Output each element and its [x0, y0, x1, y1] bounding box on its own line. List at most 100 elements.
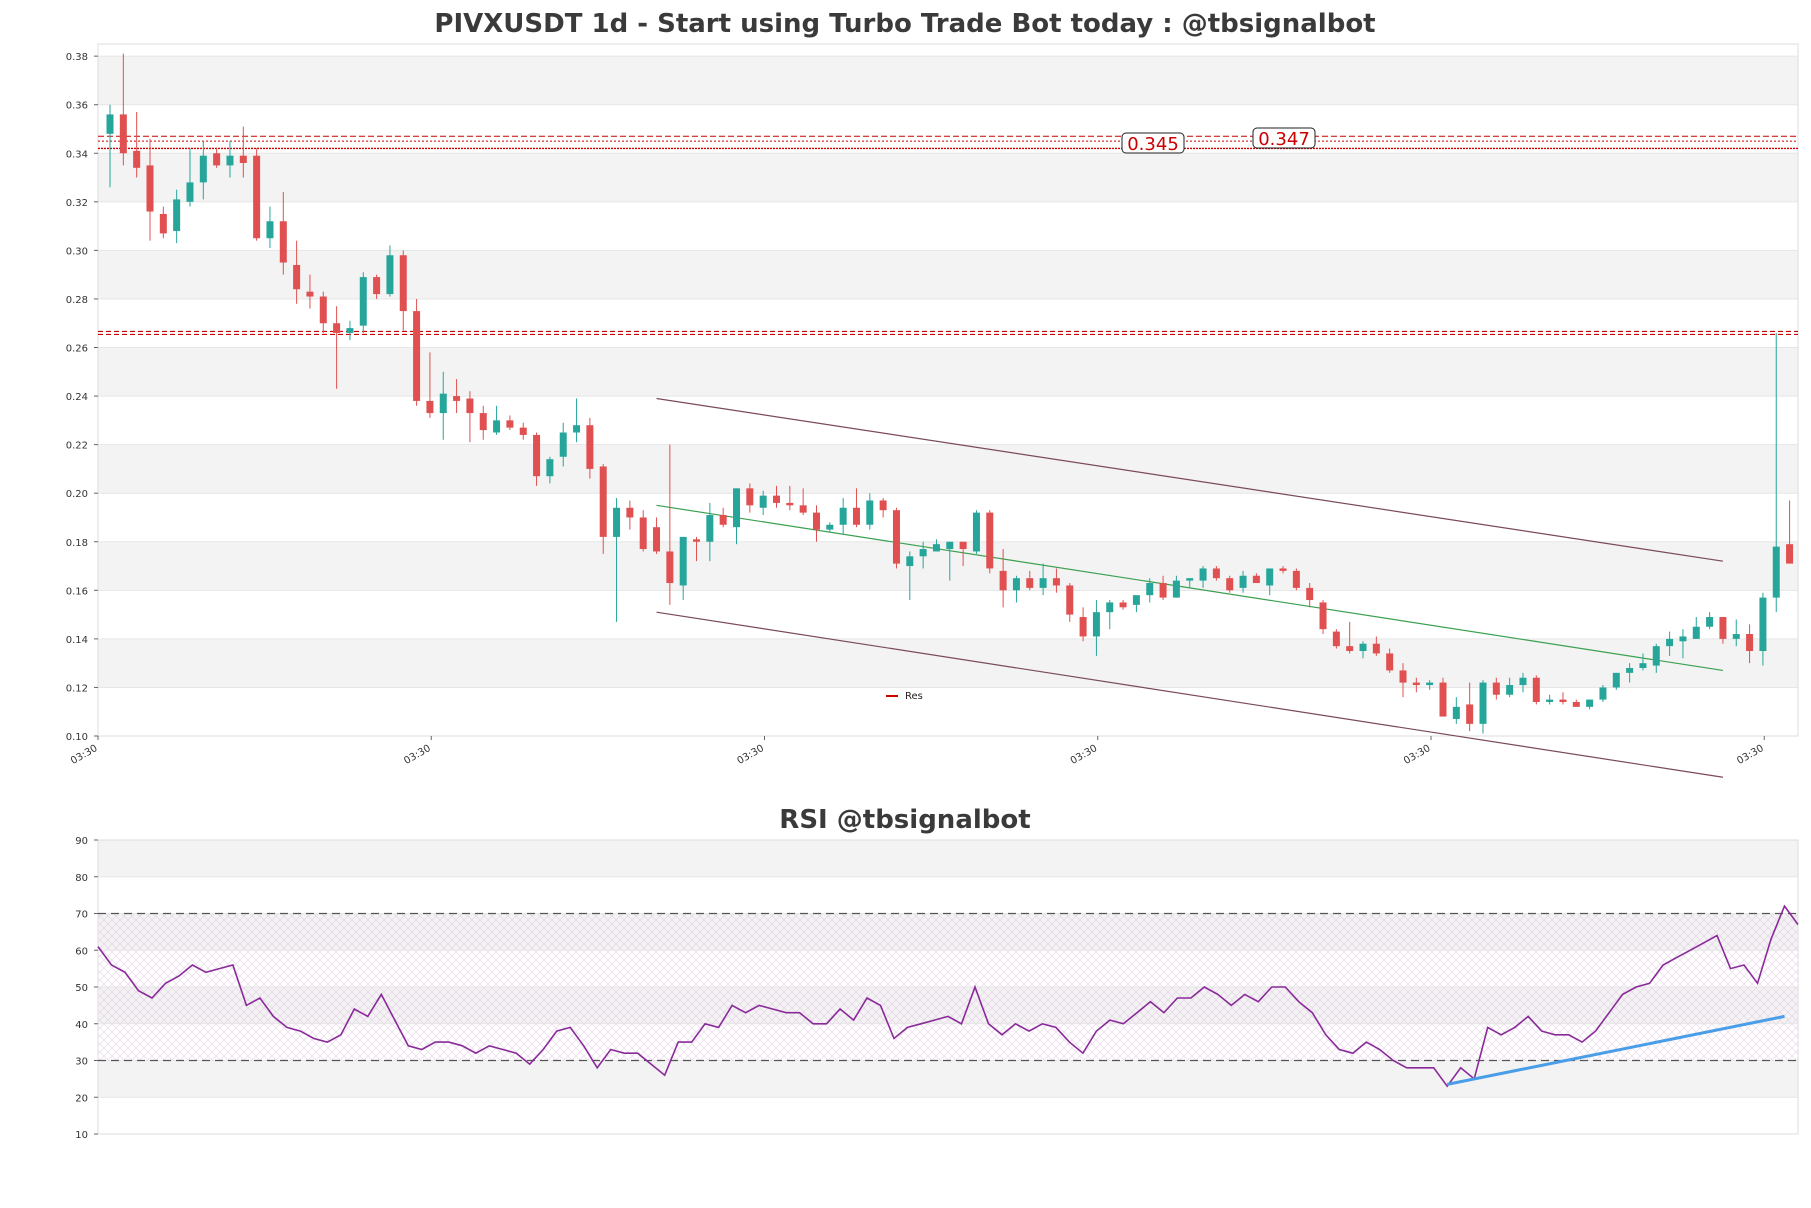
- main-y-tick-label: 0.38: [66, 52, 88, 63]
- candle-body: [333, 323, 341, 333]
- main-y-tick-label: 0.28: [66, 295, 88, 306]
- main-y-tick-label: 0.34: [66, 149, 88, 160]
- candle-body: [866, 500, 874, 525]
- main-y-tick-label: 0.16: [66, 586, 88, 597]
- candle-body: [1146, 583, 1154, 596]
- legend: Res: [886, 691, 923, 702]
- candle-body: [1572, 702, 1580, 707]
- candle-body: [1239, 575, 1247, 588]
- rsi-y-tick-label: 40: [75, 1020, 88, 1031]
- level-label-text: 0.347: [1258, 129, 1310, 150]
- rsi-y-tick-label: 60: [75, 946, 88, 957]
- candle-body: [199, 155, 207, 183]
- candle-body: [519, 427, 527, 435]
- candle-body: [1199, 568, 1207, 581]
- candle-body: [253, 155, 261, 239]
- candle-body: [1772, 546, 1780, 598]
- main-band: [98, 638, 1798, 688]
- candle-body: [959, 541, 967, 550]
- candle-body: [106, 114, 114, 134]
- candle-body: [1279, 568, 1287, 571]
- candle-body: [1719, 617, 1727, 639]
- level-label-text: 0.345: [1127, 134, 1179, 155]
- candle-body: [613, 507, 621, 537]
- rsi-y-tick-label: 80: [75, 873, 88, 884]
- candle-body: [919, 549, 927, 557]
- candle-body: [1026, 578, 1034, 588]
- candle-body: [146, 165, 154, 212]
- candle-body: [1426, 682, 1434, 686]
- rsi-band: [98, 1060, 1798, 1098]
- candle-body: [1679, 636, 1687, 642]
- candle-body: [493, 420, 501, 433]
- candle-body: [1226, 578, 1234, 591]
- level-labels: 0.345 0.347: [1121, 127, 1316, 155]
- candle-body: [839, 507, 847, 525]
- candle-body: [693, 539, 701, 542]
- candle-body: [786, 502, 794, 506]
- rsi-y-tick-label: 50: [75, 983, 88, 994]
- candle-body: [1359, 643, 1367, 652]
- level-label-box: [1252, 127, 1316, 149]
- main-y-tick-label: 0.12: [66, 683, 88, 694]
- main-x-tick-label: 03:30: [1402, 743, 1432, 767]
- candle-body: [1372, 643, 1380, 654]
- candle-body: [1439, 682, 1447, 717]
- main-background-bands: [98, 56, 1798, 688]
- candle-body: [1399, 670, 1407, 683]
- main-y-axis: 0.10 0.12 0.14 0.16 0.18 0.20 0.22 0.24 0.26 0.28…: [66, 52, 98, 743]
- main-y-tick-label: 0.24: [66, 392, 88, 403]
- main-band: [98, 444, 1798, 494]
- candle-body: [413, 311, 421, 401]
- main-band: [98, 250, 1798, 299]
- candle-body: [706, 515, 714, 542]
- main-band: [98, 56, 1798, 105]
- candle-body: [1559, 699, 1567, 703]
- main-x-tick-label: 03:30: [69, 743, 99, 767]
- candle-body: [1252, 575, 1260, 584]
- candle-body: [466, 398, 474, 414]
- candle-body: [653, 527, 661, 552]
- main-band: [98, 347, 1798, 397]
- candle-body: [1052, 578, 1060, 586]
- candle-body: [239, 155, 247, 163]
- candle-body: [666, 551, 674, 584]
- rsi-band: [98, 840, 1798, 877]
- candle-body: [1492, 682, 1500, 695]
- main-gridlines: [98, 55, 1798, 737]
- level-label-box: [1121, 132, 1185, 154]
- candle-body: [1612, 672, 1620, 688]
- candle-body: [1039, 578, 1047, 588]
- candle-body: [186, 182, 194, 202]
- rsi-trend-line: [1446, 1014, 1785, 1086]
- candle-body: [1132, 595, 1140, 605]
- candle-body: [133, 150, 141, 168]
- candle-body: [1639, 663, 1647, 669]
- candle-body: [1292, 570, 1300, 588]
- candle-body: [1586, 699, 1594, 707]
- candle-body: [1746, 634, 1754, 652]
- rsi-background-bands: [98, 840, 1798, 1098]
- candle-body: [799, 505, 807, 513]
- candle-body: [1332, 631, 1340, 647]
- candle-body: [573, 425, 581, 433]
- main-chart-title: PIVXUSDT 1d - Start using Turbo Trade Bo…: [434, 9, 1375, 39]
- candle-body: [226, 155, 234, 166]
- candle-body: [599, 466, 607, 537]
- main-y-tick-label: 0.22: [66, 441, 88, 452]
- candle-body: [453, 396, 461, 401]
- rsi-trendline: [1446, 1014, 1785, 1086]
- main-x-tick-label: 03:30: [402, 743, 432, 767]
- candle-body: [1626, 668, 1634, 673]
- candle-body: [1666, 638, 1674, 647]
- candle-body: [852, 507, 860, 525]
- candle-body: [1159, 583, 1167, 598]
- candle-body: [1506, 685, 1514, 695]
- main-y-tick-label: 0.18: [66, 538, 88, 549]
- candle-body: [1212, 568, 1220, 579]
- candle-body: [986, 512, 994, 569]
- candle-body: [559, 432, 567, 457]
- candle-body: [1092, 612, 1100, 637]
- rsi-y-tick-label: 20: [75, 1093, 88, 1104]
